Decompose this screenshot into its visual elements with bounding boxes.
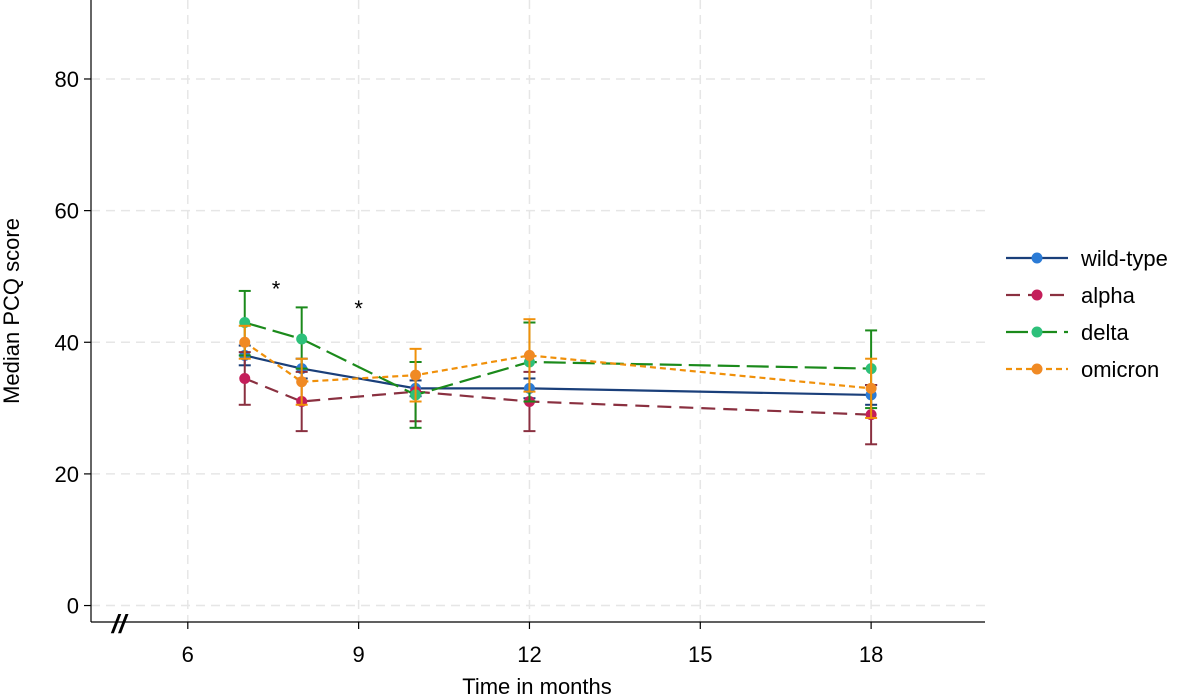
series-delta (238, 289, 878, 429)
y-tick-label: 0 (67, 594, 79, 619)
data-point-omicron (239, 336, 251, 348)
data-point-omicron (865, 382, 877, 394)
y-axis-label: Median PCQ score (0, 218, 24, 404)
legend-item-wild-type: wild-type (1006, 246, 1168, 271)
legend-item-delta: delta (1006, 320, 1129, 345)
series-line-alpha (244, 377, 872, 416)
gridlines (91, 0, 985, 622)
series-line-omicron (244, 341, 872, 390)
axis-ticks: 0 20 40 60 80 6 9 12 15 18 (55, 67, 884, 667)
legend-marker-alpha (1031, 289, 1043, 301)
x-tick-label: 6 (182, 642, 194, 667)
annotations: ** (272, 276, 364, 321)
data-point-delta (296, 333, 308, 345)
legend-label: delta (1081, 320, 1129, 345)
data-point-omicron (410, 369, 422, 381)
axis-break-mark: // (111, 609, 129, 639)
data-point-omicron (296, 376, 308, 388)
legend: wild-type alpha delta omicron (1006, 246, 1168, 382)
legend-marker-omicron (1031, 363, 1043, 375)
series-line-delta (244, 321, 872, 397)
x-tick-label: 18 (859, 642, 883, 667)
legend-marker-wild-type (1031, 252, 1043, 264)
series-layer (238, 289, 878, 446)
legend-label: wild-type (1080, 246, 1168, 271)
y-tick-label: 60 (55, 199, 79, 224)
significance-annotation: * (272, 276, 281, 301)
x-tick-label: 9 (353, 642, 365, 667)
legend-item-omicron: omicron (1006, 357, 1159, 382)
legend-label: omicron (1081, 357, 1159, 382)
data-point-omicron (523, 349, 535, 361)
x-tick-label: 15 (688, 642, 712, 667)
x-axis-label: Time in months (462, 674, 612, 696)
legend-marker-delta (1031, 326, 1043, 338)
series-omicron (238, 318, 878, 419)
axes: // (90, 0, 985, 639)
data-point-alpha (239, 372, 251, 384)
legend-item-alpha: alpha (1006, 283, 1136, 308)
significance-annotation: * (354, 296, 363, 321)
x-tick-label: 12 (517, 642, 541, 667)
y-tick-label: 80 (55, 67, 79, 92)
y-tick-label: 20 (55, 462, 79, 487)
series-line-wild-type (244, 354, 872, 397)
y-tick-label: 40 (55, 330, 79, 355)
legend-label: alpha (1081, 283, 1136, 308)
